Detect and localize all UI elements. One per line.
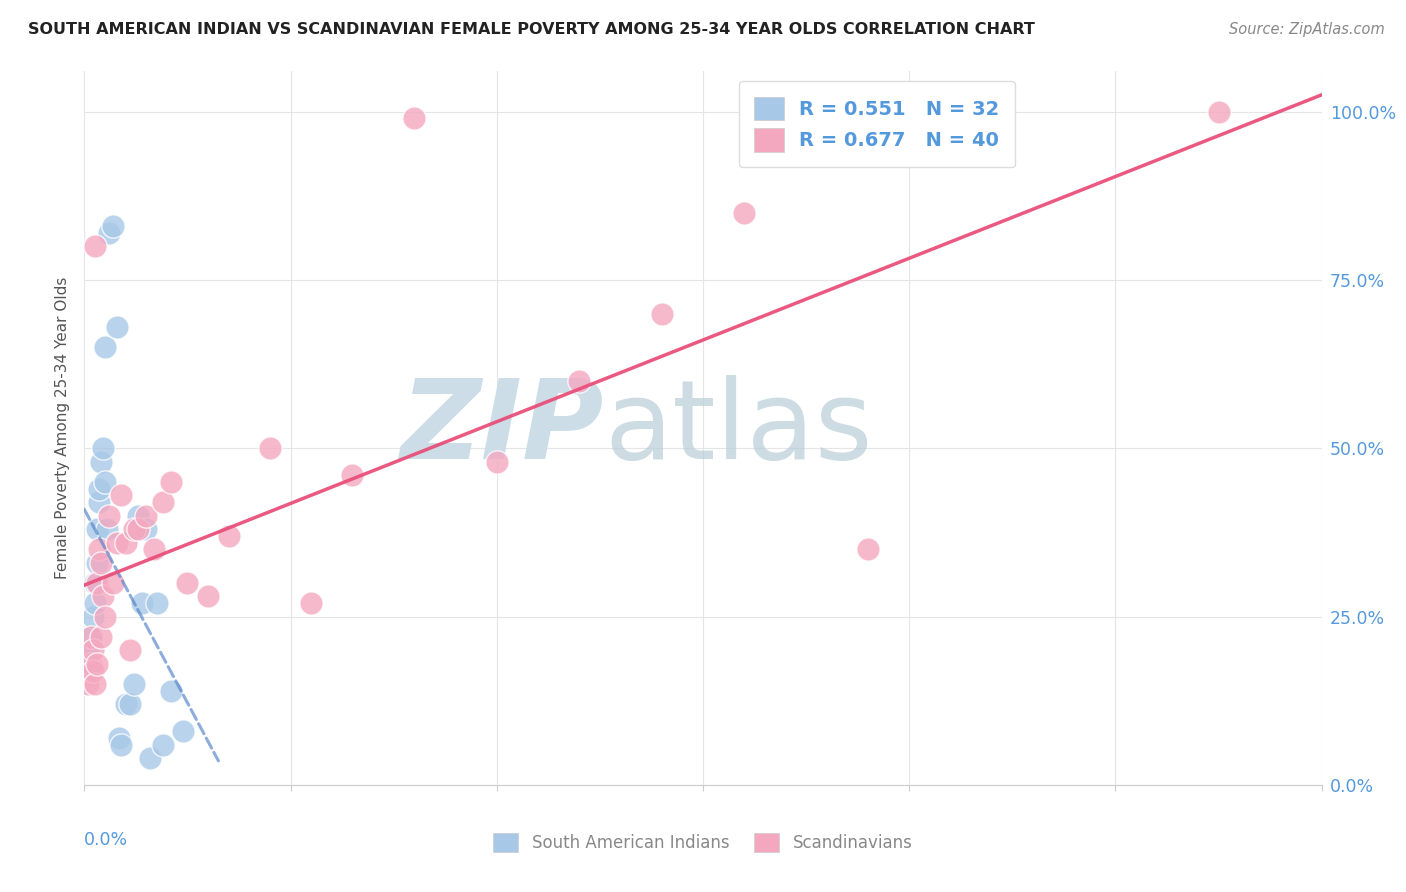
Point	[299, 596, 322, 610]
Point	[82, 609, 104, 624]
Point	[110, 488, 132, 502]
Point	[733, 205, 755, 219]
Point	[94, 340, 117, 354]
Text: ZIP: ZIP	[401, 375, 605, 482]
Point	[139, 751, 162, 765]
Point	[86, 522, 108, 536]
Point	[75, 660, 97, 674]
Point	[131, 596, 153, 610]
Point	[651, 307, 673, 321]
Point	[145, 596, 167, 610]
Point	[79, 657, 101, 671]
Point	[94, 475, 117, 489]
Point	[105, 535, 128, 549]
Point	[91, 442, 114, 456]
Point	[98, 508, 121, 523]
Text: Source: ZipAtlas.com: Source: ZipAtlas.com	[1229, 22, 1385, 37]
Text: 0.0%: 0.0%	[84, 831, 128, 849]
Point	[135, 522, 157, 536]
Point	[122, 522, 145, 536]
Point	[122, 677, 145, 691]
Point	[342, 468, 364, 483]
Text: SOUTH AMERICAN INDIAN VS SCANDINAVIAN FEMALE POVERTY AMONG 25-34 YEAR OLDS CORRE: SOUTH AMERICAN INDIAN VS SCANDINAVIAN FE…	[28, 22, 1035, 37]
Point	[127, 522, 149, 536]
Point	[87, 542, 110, 557]
Point	[143, 542, 166, 557]
Point	[77, 677, 100, 691]
Point	[105, 320, 128, 334]
Point	[118, 643, 141, 657]
Point	[79, 630, 101, 644]
Point	[135, 508, 157, 523]
Point	[91, 590, 114, 604]
Point	[86, 556, 108, 570]
Point	[94, 609, 117, 624]
Point	[75, 660, 97, 674]
Point	[160, 475, 183, 489]
Point	[152, 495, 174, 509]
Text: atlas: atlas	[605, 375, 873, 482]
Point	[110, 738, 132, 752]
Point	[103, 219, 125, 234]
Point	[96, 522, 118, 536]
Point	[160, 683, 183, 698]
Point	[1208, 104, 1230, 119]
Point	[82, 643, 104, 657]
Point	[83, 239, 105, 253]
Point	[172, 724, 194, 739]
Point	[87, 495, 110, 509]
Point	[856, 542, 879, 557]
Point	[218, 529, 240, 543]
Point	[83, 677, 105, 691]
Point	[127, 508, 149, 523]
Point	[82, 664, 104, 678]
Point	[485, 455, 508, 469]
Legend: South American Indians, Scandinavians: South American Indians, Scandinavians	[486, 827, 920, 859]
Point	[87, 482, 110, 496]
Point	[103, 576, 125, 591]
Point	[114, 697, 136, 711]
Point	[404, 112, 426, 126]
Y-axis label: Female Poverty Among 25-34 Year Olds: Female Poverty Among 25-34 Year Olds	[55, 277, 70, 579]
Point	[568, 374, 591, 388]
Point	[152, 738, 174, 752]
Point	[114, 535, 136, 549]
Point	[90, 556, 112, 570]
Point	[108, 731, 131, 745]
Point	[197, 590, 219, 604]
Point	[90, 630, 112, 644]
Point	[90, 455, 112, 469]
Point	[79, 630, 101, 644]
Point	[118, 697, 141, 711]
Point	[83, 596, 105, 610]
Point	[98, 226, 121, 240]
Point	[77, 643, 100, 657]
Point	[86, 576, 108, 591]
Point	[176, 576, 198, 591]
Point	[79, 657, 101, 671]
Point	[86, 657, 108, 671]
Point	[259, 442, 281, 456]
Point	[83, 576, 105, 591]
